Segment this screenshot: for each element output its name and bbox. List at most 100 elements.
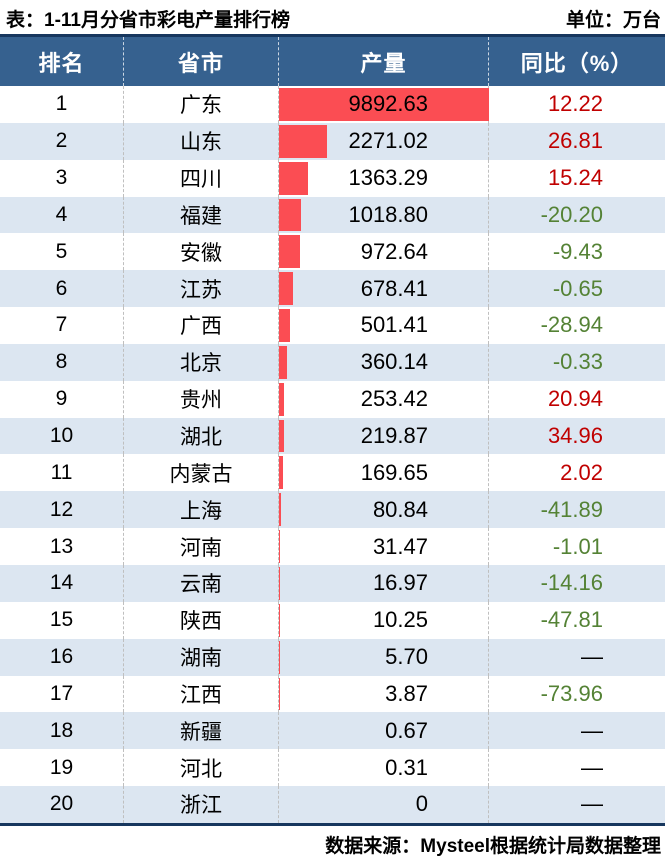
table-row: 18 新疆 0.67 — — [0, 712, 665, 750]
output-cell: 3.87 — [278, 675, 488, 713]
table-row: 12 上海 80.84 -41.89 — [0, 491, 665, 529]
rank-cell: 12 — [49, 497, 74, 521]
output-data-bar — [279, 382, 285, 416]
province-cell: 云南 — [123, 564, 278, 602]
yoy-cell: -47.81 — [488, 601, 665, 639]
yoy-cell: -41.89 — [488, 491, 665, 529]
output-data-bar — [279, 124, 328, 158]
table-row: 3 四川 1363.29 15.24 — [0, 159, 665, 197]
output-cell: 219.87 — [278, 417, 488, 455]
output-value: 1363.29 — [348, 165, 428, 191]
output-value: 3.87 — [385, 680, 428, 706]
output-value: 31.47 — [372, 533, 428, 559]
table-row: 20 浙江 0 — — [0, 786, 665, 823]
output-data-bar — [279, 272, 294, 306]
province-cell: 新疆 — [123, 712, 278, 750]
province-cell: 福建 — [123, 196, 278, 234]
rank-cell: 19 — [49, 755, 74, 779]
output-cell: 80.84 — [278, 491, 488, 529]
column-header-province: 省市 — [123, 37, 278, 86]
output-cell: 1363.29 — [278, 159, 488, 197]
output-cell: 16.97 — [278, 564, 488, 602]
rank-cell: 18 — [49, 718, 74, 742]
output-cell: 972.64 — [278, 233, 488, 271]
table-row: 5 安徽 972.64 -9.43 — [0, 233, 665, 271]
yoy-cell: 20.94 — [488, 380, 665, 418]
province-cell: 广西 — [123, 307, 278, 344]
yoy-cell: — — [488, 749, 665, 787]
rank-cell: 16 — [49, 645, 74, 669]
output-cell: 678.41 — [278, 270, 488, 308]
province-cell: 河北 — [123, 749, 278, 787]
output-value: 9892.63 — [348, 91, 428, 117]
output-cell: 9892.63 — [278, 86, 489, 123]
rank-cell: 1 — [55, 92, 68, 116]
yoy-cell: -14.16 — [488, 564, 665, 602]
output-data-bar — [279, 530, 280, 563]
yoy-cell: -1.01 — [488, 528, 665, 565]
province-cell: 陕西 — [123, 601, 278, 639]
province-cell: 广东 — [123, 86, 278, 123]
yoy-cell: — — [488, 712, 665, 750]
title-row: 表：1-11月分省市彩电产量排行榜 单位：万台 — [0, 0, 665, 34]
output-data-bar — [279, 309, 290, 342]
output-value: 0 — [415, 791, 428, 817]
column-header-rank: 排名 — [38, 50, 85, 76]
output-cell: 5.70 — [278, 638, 488, 676]
column-header-yoy: 同比（%） — [488, 37, 665, 86]
output-data-bar — [279, 345, 287, 379]
output-data-bar — [279, 419, 284, 453]
output-cell: 0.67 — [278, 712, 488, 750]
output-cell: 501.41 — [278, 307, 488, 344]
province-cell: 江西 — [123, 675, 278, 713]
yoy-cell: -73.96 — [488, 675, 665, 713]
output-data-bar — [279, 235, 300, 269]
province-cell: 内蒙古 — [123, 454, 278, 492]
table-body: 1 广东 9892.63 12.22 2 山东 2271.02 26.81 3 四川 1363.29… — [0, 86, 665, 826]
yoy-cell: 15.24 — [488, 159, 665, 197]
yoy-cell: — — [488, 638, 665, 676]
yoy-cell: 12.22 — [488, 86, 665, 123]
data-source: 数据来源：Mysteel根据统计局数据整理 — [325, 835, 661, 857]
province-cell: 浙江 — [123, 786, 278, 823]
output-data-bar — [279, 88, 489, 121]
province-cell: 四川 — [123, 159, 278, 197]
table-title: 表：1-11月分省市彩电产量排行榜 — [6, 9, 290, 31]
yoy-cell: 2.02 — [488, 454, 665, 492]
output-data-bar — [279, 493, 281, 527]
rank-cell: 9 — [55, 387, 68, 411]
output-data-bar — [279, 198, 301, 232]
table-row: 6 江苏 678.41 -0.65 — [0, 270, 665, 308]
output-value: 5.70 — [385, 644, 428, 670]
table-header-row: 排名 省市 产量 同比（%） — [0, 34, 665, 86]
output-value: 10.25 — [372, 607, 428, 633]
output-value: 169.65 — [360, 459, 428, 485]
output-cell: 0.31 — [278, 749, 488, 787]
table-row: 15 陕西 10.25 -47.81 — [0, 601, 665, 639]
output-value: 0.67 — [385, 717, 428, 743]
footer-row: 数据来源：Mysteel根据统计局数据整理 — [0, 826, 665, 859]
table-row: 9 贵州 253.42 20.94 — [0, 380, 665, 418]
rank-cell: 14 — [49, 571, 74, 595]
rank-cell: 7 — [55, 313, 68, 337]
output-value: 219.87 — [360, 423, 428, 449]
output-value: 2271.02 — [348, 128, 428, 154]
yoy-cell: -0.65 — [488, 270, 665, 308]
rank-cell: 15 — [49, 608, 74, 632]
province-cell: 江苏 — [123, 270, 278, 308]
table-row: 14 云南 16.97 -14.16 — [0, 564, 665, 602]
output-cell: 31.47 — [278, 528, 488, 565]
unit-label: 单位：万台 — [565, 9, 661, 31]
rank-cell: 11 — [50, 460, 73, 484]
table-row: 4 福建 1018.80 -20.20 — [0, 196, 665, 234]
column-header-output: 产量 — [278, 37, 488, 86]
province-cell: 山东 — [123, 122, 278, 160]
rank-cell: 17 — [49, 681, 74, 705]
output-cell: 253.42 — [278, 380, 488, 418]
output-data-bar — [279, 161, 308, 195]
table-row: 13 河南 31.47 -1.01 — [0, 528, 665, 565]
rank-cell: 13 — [49, 534, 74, 558]
rank-cell: 5 — [55, 239, 68, 263]
rank-cell: 20 — [49, 792, 74, 816]
